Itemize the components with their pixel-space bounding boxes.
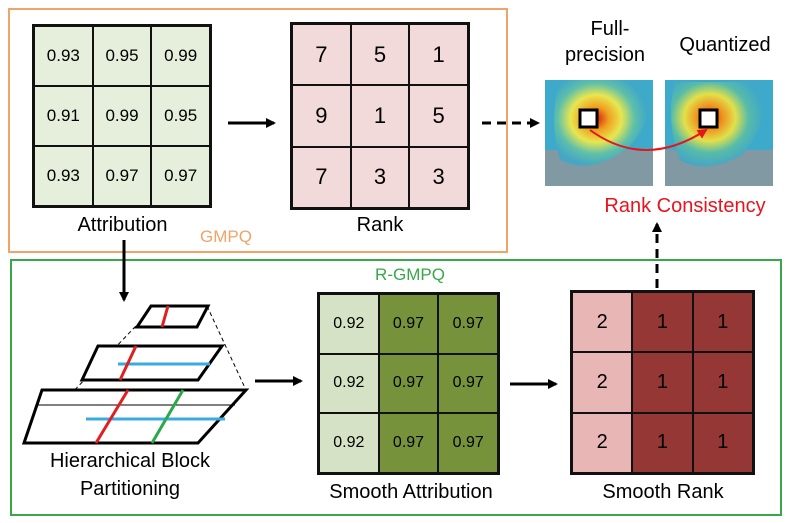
hierarchical-partitioning-illustration [21, 304, 250, 445]
rank-cell: 7 [292, 146, 351, 208]
smooth-attribution-label: Smooth Attribution [329, 481, 493, 503]
gmpq-label: GMPQ [200, 227, 252, 246]
smooth-rank-cell: 1 [692, 292, 753, 353]
full-precision-heatmap [545, 80, 653, 186]
attribution-cell: 0.93 [34, 146, 93, 206]
attribution-cell: 0.95 [151, 86, 210, 146]
rank-consistency-arrow [589, 128, 708, 151]
quantized-label: Quantized [679, 34, 771, 56]
smooth-attribution-cell: 0.92 [319, 294, 379, 354]
attribution-cell: 0.99 [92, 86, 152, 146]
smooth-rank-cell: 1 [632, 412, 693, 473]
partitioning-label-line2: Partitioning [79, 478, 181, 500]
rank-cell: 7 [292, 24, 351, 86]
attribution-cell: 0.95 [92, 26, 152, 86]
rank-grid: 7 5 1 9 1 5 7 3 3 [290, 22, 470, 210]
gmpq-frame [8, 8, 508, 253]
smooth-attribution-cell: 0.92 [319, 413, 379, 473]
smooth-attribution-cell: 0.97 [378, 353, 439, 414]
full-precision-label-line2: precision [564, 44, 646, 66]
partitioning-label-line1: Hierarchical Block [49, 450, 211, 472]
smooth-rank-cell: 1 [632, 352, 693, 413]
full-precision-label-line1: Full- [590, 18, 630, 40]
r-gmpq-label: R-GMPQ [375, 265, 445, 284]
attribution-cell: 0.97 [151, 146, 210, 206]
smooth-rank-cell: 1 [632, 292, 693, 353]
smooth-attribution-grid: 0.92 0.97 0.97 0.92 0.97 0.97 0.92 0.97 … [317, 292, 500, 475]
smooth-attribution-cell: 0.97 [438, 353, 498, 414]
smooth-rank-cell: 1 [692, 352, 753, 413]
rank-cell: 5 [350, 24, 410, 86]
quantized-heatmap [665, 80, 773, 186]
rank-consistency-label: Rank Consistency [604, 195, 766, 217]
smooth-attribution-cell: 0.97 [438, 294, 498, 354]
smooth-rank-cell: 2 [572, 352, 633, 413]
rank-cell: 1 [350, 85, 410, 147]
smooth-attribution-cell: 0.97 [378, 413, 439, 473]
r-gmpq-frame [10, 259, 782, 516]
smooth-attribution-cell: 0.97 [438, 413, 498, 473]
attribution-cell: 0.91 [34, 86, 93, 146]
attribution-cell: 0.93 [34, 26, 93, 86]
smooth-attribution-cell: 0.92 [319, 353, 379, 414]
smooth-rank-cell: 2 [572, 412, 633, 473]
attribution-cell: 0.97 [92, 146, 152, 206]
attribution-cell: 0.99 [151, 26, 210, 86]
attribution-label: Attribution [77, 214, 168, 236]
smooth-attribution-cell: 0.97 [378, 294, 439, 354]
rank-cell: 3 [409, 146, 468, 208]
rank-cell: 3 [350, 146, 410, 208]
smooth-rank-cell: 1 [692, 412, 753, 473]
smooth-rank-cell: 2 [572, 292, 633, 353]
smooth-rank-grid: 2 1 1 2 1 1 2 1 1 [570, 290, 755, 475]
rank-label: Rank [356, 214, 404, 236]
rank-cell: 1 [409, 24, 468, 86]
smooth-rank-label: Smooth Rank [602, 481, 724, 503]
attribution-grid: 0.93 0.95 0.99 0.91 0.99 0.95 0.93 0.97 … [32, 24, 212, 208]
rank-cell: 9 [292, 85, 351, 147]
rank-cell: 5 [409, 85, 468, 147]
